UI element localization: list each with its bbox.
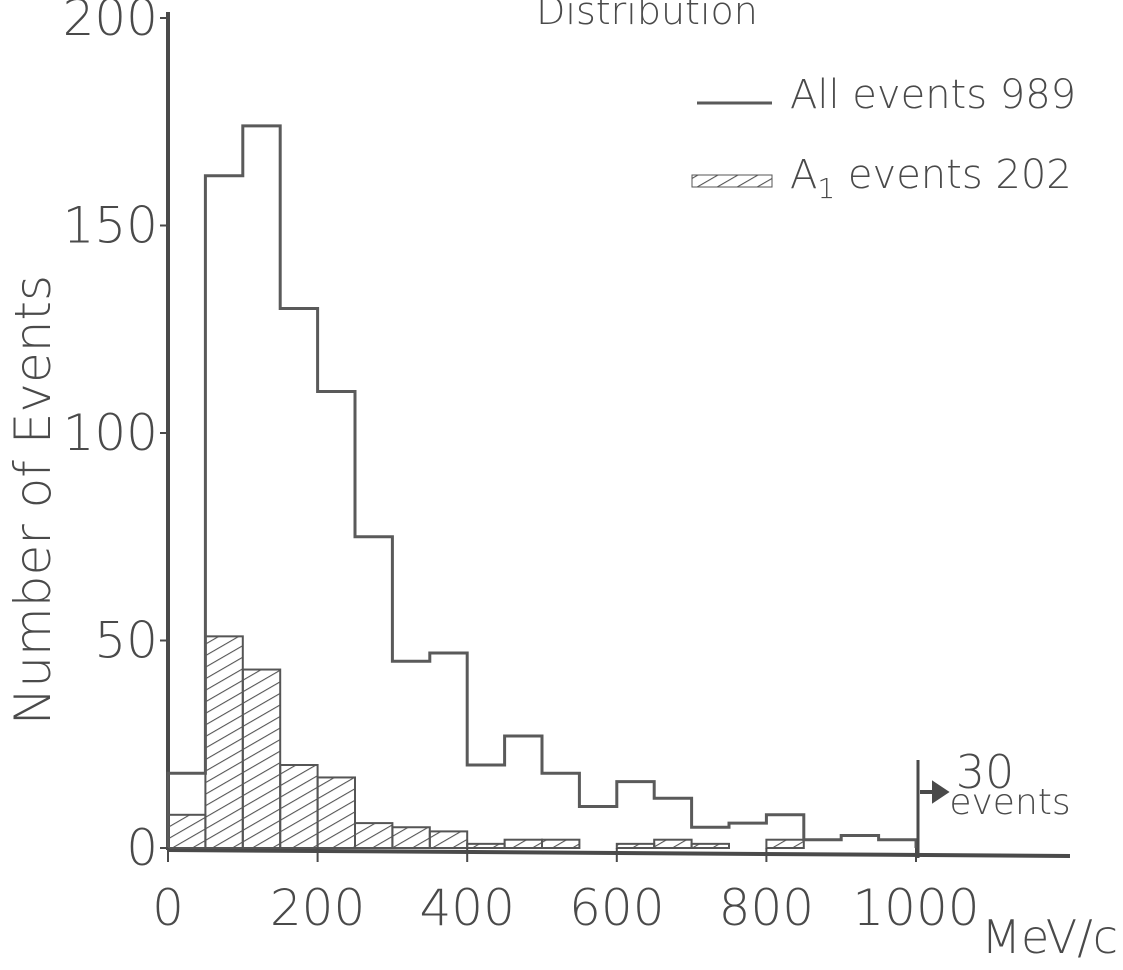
legend-a1-sub: 1	[817, 172, 835, 205]
overflow-value: 30	[956, 745, 1015, 799]
x-tick-label: 0	[152, 879, 184, 937]
a1-bar	[391, 826, 431, 849]
y-axis-label: Number of Events	[4, 275, 62, 725]
all-events-step-line	[166, 124, 918, 848]
chart-title: Distribution	[536, 0, 758, 33]
legend-a1-prefix: A	[790, 152, 817, 198]
x-tick-label: 1000	[852, 879, 979, 937]
legend-a1-suffix: events 202	[835, 152, 1072, 198]
a1-bar	[279, 764, 319, 849]
legend-all-label: All events 989	[790, 72, 1076, 118]
a1-bar	[653, 838, 693, 850]
a1-bar	[204, 635, 244, 849]
x-tick-label: 800	[719, 879, 814, 937]
a1-bar	[690, 842, 730, 849]
y-tick-label: 150	[63, 197, 158, 255]
x-axis-label: MeV/c	[981, 910, 1118, 964]
a1-bar	[316, 776, 357, 850]
a1-bar	[541, 838, 581, 850]
legend-a1-swatch	[691, 174, 773, 188]
overflow-annotation: 30 events	[916, 745, 1071, 858]
a1-bar	[765, 838, 805, 850]
overflow-arrow-icon	[920, 780, 950, 804]
a1-bar	[466, 842, 506, 849]
y-tick-label: 100	[63, 404, 158, 462]
x-tick-label: 600	[569, 879, 664, 937]
a1-bar	[428, 830, 469, 850]
overflow-unit: events	[949, 782, 1070, 823]
a1-bar	[615, 842, 656, 849]
a1-bar	[503, 838, 544, 850]
x-tick-label: 200	[270, 879, 365, 937]
legend: All events 989 A1 events 202	[691, 72, 1076, 205]
a1-bar	[354, 822, 394, 849]
x-axis-line	[167, 848, 1071, 858]
a1-bar	[167, 813, 207, 849]
a1-bar	[241, 668, 282, 849]
x-tick-label: 400	[419, 879, 514, 937]
y-tick-label: 0	[126, 819, 158, 877]
y-tick-label: 200	[63, 0, 158, 47]
legend-a1-label: A1 events 202	[790, 152, 1072, 205]
y-tick-label: 50	[94, 612, 158, 670]
